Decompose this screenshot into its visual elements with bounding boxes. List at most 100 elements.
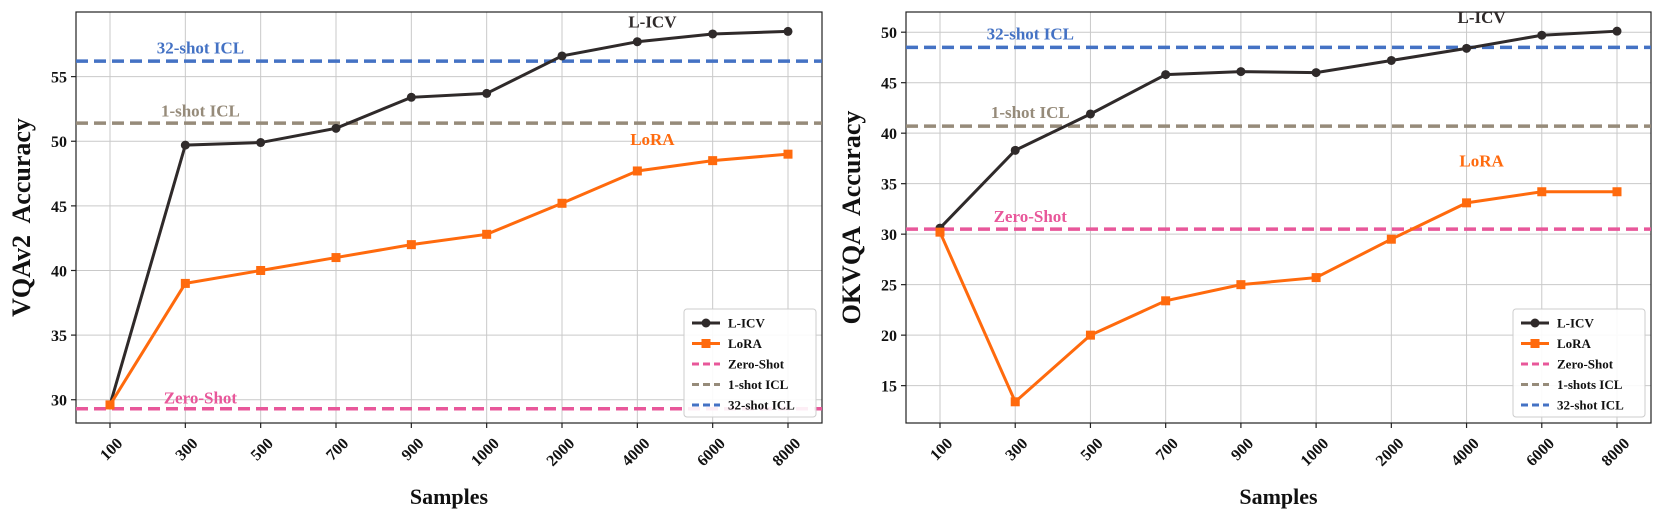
y-axis-title: OKVQA Accuracy	[837, 111, 866, 325]
grid	[76, 12, 822, 423]
x-tick-label: 8000	[1599, 435, 1634, 470]
x-tick-label: 2000	[544, 435, 579, 470]
annotation-label: Zero-Shot	[164, 389, 238, 408]
y-tick-label: 45	[51, 199, 67, 216]
annotation-label: 1-shot ICL	[161, 102, 240, 121]
y-tick-label: 25	[881, 278, 897, 295]
y-tick-label: 50	[881, 25, 897, 42]
legend-marker	[1530, 318, 1540, 328]
series-l-icv	[935, 26, 1622, 233]
legend-label: 1-shot ICL	[728, 377, 789, 392]
x-tick-label: 500	[248, 435, 277, 464]
data-point	[1161, 70, 1171, 80]
data-point	[1010, 397, 1020, 407]
series-l-icv	[105, 26, 793, 410]
x-tick-label: 4000	[619, 435, 654, 470]
x-tick-label: 900	[399, 435, 428, 464]
x-tick-label: 8000	[770, 435, 805, 470]
legend-label: LoRA	[728, 336, 763, 351]
data-point	[1537, 30, 1547, 40]
x-tick-label: 2000	[1373, 435, 1408, 470]
series-line	[108, 29, 789, 406]
legend-label: 1-shots ICL	[1557, 377, 1623, 392]
x-axis-title: Samples	[1239, 484, 1318, 509]
data-point	[1085, 330, 1095, 340]
data-point	[256, 265, 266, 275]
data-point	[632, 166, 642, 176]
x-tick-label: 100	[97, 435, 126, 464]
annotation-label: 32-shot ICL	[987, 24, 1074, 43]
legend-label: 32-shot ICL	[1557, 398, 1624, 413]
data-point	[1462, 43, 1472, 53]
legend-marker	[1530, 339, 1540, 348]
plot-frame	[75, 11, 823, 424]
data-point	[1612, 26, 1622, 36]
y-tick-label: 45	[881, 76, 897, 93]
annotation-label: Zero-Shot	[994, 207, 1068, 226]
legend: L-ICV LoRA Zero-Shot 1-shot ICL 32-shot ICL	[683, 308, 817, 418]
data-point	[1161, 296, 1171, 306]
annotation-label: L-ICV	[1458, 8, 1507, 27]
legend-label: Zero-Shot	[1557, 357, 1614, 372]
data-point	[180, 278, 190, 288]
y-tick-label: 30	[881, 227, 897, 244]
data-point	[1462, 198, 1472, 208]
annotation-label: 32-shot ICL	[157, 38, 244, 57]
data-point	[180, 140, 190, 150]
y-tick-label: 30	[51, 393, 67, 410]
data-point	[1386, 234, 1396, 244]
plot-frame	[905, 11, 1652, 424]
okvqa-chart-panel: 15 20 25 30 35 40 45 50 100 300 500 700 900 1000 2000 4…	[837, 8, 1652, 509]
legend-label: L-ICV	[1557, 316, 1594, 331]
data-point	[256, 138, 266, 148]
data-point	[1311, 68, 1321, 78]
data-point	[557, 198, 567, 208]
data-point	[406, 240, 416, 250]
x-tick-label: 6000	[1523, 435, 1558, 470]
data-point	[935, 227, 945, 237]
x-tick-label: 700	[1153, 435, 1182, 464]
x-tick-label: 1000	[1298, 435, 1333, 470]
data-point	[1311, 273, 1321, 283]
data-point	[482, 229, 492, 239]
data-point	[783, 26, 793, 36]
annotation-label: LoRA	[630, 130, 675, 149]
y-tick-label: 35	[51, 328, 67, 345]
data-point	[557, 51, 567, 61]
data-point	[1236, 280, 1246, 290]
x-tick-label: 1000	[468, 435, 503, 470]
x-tick-label: 300	[173, 435, 202, 464]
annotation-label: LoRA	[1459, 152, 1504, 171]
data-point	[105, 400, 115, 410]
y-tick-label: 20	[881, 328, 897, 345]
x-tick-label: 100	[927, 435, 956, 464]
x-tick-label: 300	[1002, 435, 1031, 464]
x-tick-label: 700	[323, 435, 352, 464]
data-point	[406, 92, 416, 102]
data-point	[1612, 187, 1622, 197]
x-axis-title: Samples	[410, 484, 489, 509]
data-point	[708, 156, 718, 166]
y-tick-label: 40	[51, 263, 67, 280]
data-point	[1010, 145, 1020, 155]
legend: L-ICV LoRA Zero-Shot 1-shots ICL 32-shot ICL	[1512, 308, 1646, 418]
data-point	[1085, 109, 1095, 119]
legend-marker	[701, 318, 711, 328]
legend-box	[683, 308, 817, 418]
data-point	[1386, 55, 1396, 65]
data-point	[1537, 187, 1547, 197]
legend-label: 32-shot ICL	[728, 398, 795, 413]
y-tick-label: 35	[881, 177, 897, 194]
series-line	[108, 152, 789, 406]
annotation-label: 1-shot ICL	[991, 103, 1070, 122]
data-point	[708, 29, 718, 39]
y-tick-label: 15	[881, 379, 897, 396]
y-axis-title: VQAv2 Accuracy	[7, 118, 36, 317]
data-point	[783, 149, 793, 159]
series-line	[938, 29, 1618, 230]
series-lora	[935, 187, 1622, 407]
series-lora	[105, 149, 793, 410]
data-point	[482, 88, 492, 98]
x-tick-label: 6000	[694, 435, 729, 470]
legend-label: Zero-Shot	[728, 357, 785, 372]
